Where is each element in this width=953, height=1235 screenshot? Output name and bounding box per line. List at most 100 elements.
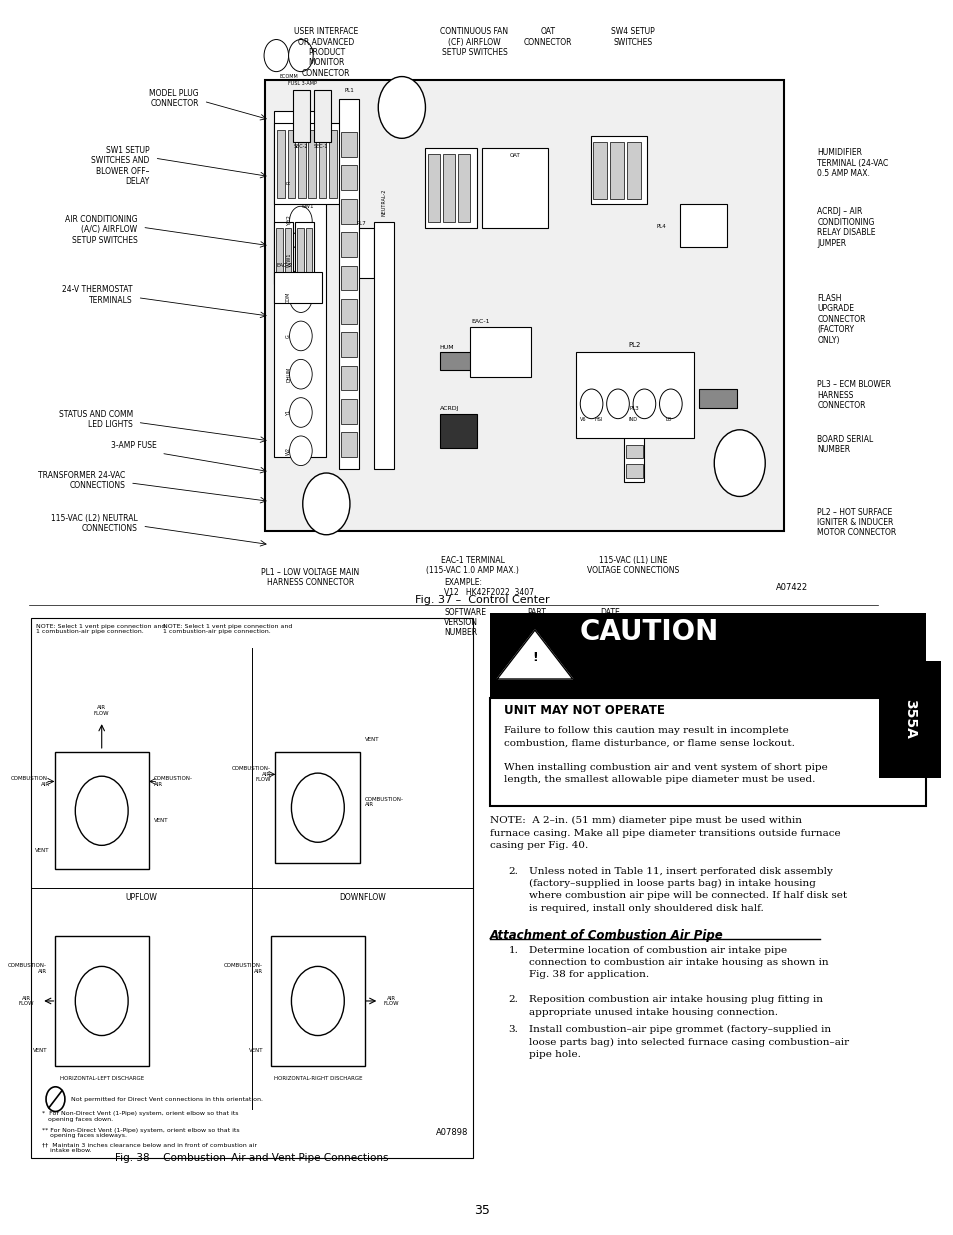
Bar xyxy=(481,148,548,228)
Bar xyxy=(590,136,646,204)
Bar xyxy=(489,698,924,806)
Circle shape xyxy=(46,1087,65,1112)
Text: VENT: VENT xyxy=(153,818,168,823)
Text: DHUM: DHUM xyxy=(286,367,291,382)
Text: LO: LO xyxy=(665,417,672,422)
Bar xyxy=(54,752,149,869)
Text: VENT: VENT xyxy=(32,1049,47,1053)
Text: A07422: A07422 xyxy=(775,583,807,592)
Text: PL2: PL2 xyxy=(628,342,640,348)
Bar xyxy=(625,425,642,438)
Bar xyxy=(318,130,326,198)
FancyBboxPatch shape xyxy=(265,80,783,531)
Circle shape xyxy=(290,130,312,159)
Text: Attachment of Combustion Air Pipe: Attachment of Combustion Air Pipe xyxy=(489,929,722,942)
Text: Reposition combustion air intake housing plug fitting in
appropriate unused inta: Reposition combustion air intake housing… xyxy=(529,995,822,1016)
Bar xyxy=(293,90,310,142)
Text: 35: 35 xyxy=(474,1204,490,1218)
Text: 355A: 355A xyxy=(902,699,916,740)
Bar xyxy=(274,272,321,303)
Text: Not permitted for Direct Vent connections in this orientation.: Not permitted for Direct Vent connection… xyxy=(71,1097,262,1102)
Text: 1.: 1. xyxy=(508,946,517,955)
Bar xyxy=(679,204,727,247)
Text: SW4 SETUP
SWITCHES: SW4 SETUP SWITCHES xyxy=(611,27,655,47)
Text: SOFTWARE
VERSION
NUMBER: SOFTWARE VERSION NUMBER xyxy=(444,608,486,637)
Text: COMBUSTION-
AIR: COMBUSTION- AIR xyxy=(224,963,263,973)
Text: PL7: PL7 xyxy=(356,221,366,226)
Text: FUSL 3-AMP: FUSL 3-AMP xyxy=(288,82,316,86)
Bar xyxy=(340,399,357,424)
Text: PL1 – LOW VOLTAGE MAIN
HARNESS CONNECTOR: PL1 – LOW VOLTAGE MAIN HARNESS CONNECTOR xyxy=(261,568,359,588)
Text: NOTE: Select 1 vent pipe connection and
1 combustion-air pipe connection.: NOTE: Select 1 vent pipe connection and … xyxy=(35,624,165,635)
Bar xyxy=(576,352,694,438)
Text: DATE
CODE: DATE CODE xyxy=(599,608,621,627)
Text: IND: IND xyxy=(628,417,637,422)
Bar xyxy=(350,228,374,278)
Bar xyxy=(288,130,294,198)
Text: ACRDJ – AIR
CONDITIONING
RELAY DISABLE
JUMPER: ACRDJ – AIR CONDITIONING RELAY DISABLE J… xyxy=(817,207,875,248)
Bar xyxy=(340,199,357,224)
Bar xyxy=(340,432,357,457)
Text: HUM: HUM xyxy=(439,345,454,350)
Circle shape xyxy=(290,436,312,466)
Text: PL4: PL4 xyxy=(656,224,665,228)
Text: V6: V6 xyxy=(579,417,586,422)
Bar xyxy=(425,148,476,228)
Bar xyxy=(329,130,336,198)
Text: !: ! xyxy=(532,651,537,663)
Text: EAC-2: EAC-2 xyxy=(276,263,293,268)
Bar xyxy=(439,414,476,448)
Text: FLASH
UPGRADE
CONNECTOR
(FACTORY
ONLY): FLASH UPGRADE CONNECTOR (FACTORY ONLY) xyxy=(817,294,864,345)
Text: EAC-1 TERMINAL
(115-VAC 1.0 AMP MAX.): EAC-1 TERMINAL (115-VAC 1.0 AMP MAX.) xyxy=(426,556,518,576)
Text: NOTE: Select 1 vent pipe connection and
1 combustion-air pipe connection.: NOTE: Select 1 vent pipe connection and … xyxy=(163,624,293,635)
Circle shape xyxy=(606,389,629,419)
Text: HUMIDIFIER
TERMINAL (24-VAC
0.5 AMP MAX.: HUMIDIFIER TERMINAL (24-VAC 0.5 AMP MAX. xyxy=(817,148,887,178)
Text: EXAMPLE:
V12   HK42F2022  3407: EXAMPLE: V12 HK42F2022 3407 xyxy=(444,578,534,598)
Text: COMBUSTION-
AIR: COMBUSTION- AIR xyxy=(10,777,50,787)
Circle shape xyxy=(633,389,655,419)
Bar xyxy=(285,228,291,278)
Bar xyxy=(274,222,293,284)
Circle shape xyxy=(290,398,312,427)
Text: ACRDJ: ACRDJ xyxy=(439,406,458,411)
Polygon shape xyxy=(497,630,572,679)
Text: W/W1: W/W1 xyxy=(286,252,291,267)
Text: NOTE:  A 2–in. (51 mm) diameter pipe must be used within
furnace casing. Make al: NOTE: A 2–in. (51 mm) diameter pipe must… xyxy=(489,816,840,850)
Text: HSI: HSI xyxy=(595,417,602,422)
Bar xyxy=(340,165,357,190)
Text: COMBUSTION-
AIR: COMBUSTION- AIR xyxy=(365,797,404,808)
Bar xyxy=(340,132,357,157)
Text: COM: COM xyxy=(286,291,291,304)
Circle shape xyxy=(290,359,312,389)
Bar xyxy=(428,154,439,222)
Text: SEC-1: SEC-1 xyxy=(314,144,328,149)
Text: Failure to follow this caution may result in incomplete
combustion, flame distur: Failure to follow this caution may resul… xyxy=(503,726,794,747)
Bar xyxy=(623,414,643,482)
Text: *  For Non-Direct Vent (1-Pipe) system, orient elbow so that its
   opening face: * For Non-Direct Vent (1-Pipe) system, o… xyxy=(42,1112,238,1123)
Text: HORIZONTAL-LEFT DISCHARGE: HORIZONTAL-LEFT DISCHARGE xyxy=(60,1076,144,1081)
Text: MODEL PLUG
CONNECTOR: MODEL PLUG CONNECTOR xyxy=(150,89,199,109)
Text: R: R xyxy=(286,182,291,184)
Text: 115-VAC (L1) LINE
VOLTAGE CONNECTIONS: 115-VAC (L1) LINE VOLTAGE CONNECTIONS xyxy=(586,556,679,576)
Circle shape xyxy=(302,473,350,535)
Circle shape xyxy=(290,206,312,236)
Bar xyxy=(274,124,340,204)
Text: Install combustion–air pipe grommet (factory–supplied in
loose parts bag) into s: Install combustion–air pipe grommet (fac… xyxy=(529,1025,848,1058)
Bar xyxy=(593,142,606,199)
Text: Y/Y2: Y/Y2 xyxy=(286,216,291,226)
Bar xyxy=(277,130,285,198)
Text: SW1 SETUP
SWITCHES AND
BLOWER OFF–
DELAY: SW1 SETUP SWITCHES AND BLOWER OFF– DELAY xyxy=(91,146,150,186)
Circle shape xyxy=(289,40,313,72)
Text: VENT: VENT xyxy=(249,1049,263,1053)
Text: COMBUSTION-
AIR: COMBUSTION- AIR xyxy=(8,963,47,973)
Text: 115-VAC (L2) NEUTRAL
CONNECTIONS: 115-VAC (L2) NEUTRAL CONNECTIONS xyxy=(51,514,137,534)
Bar xyxy=(469,327,531,377)
Text: CONTINUOUS FAN
(CF) AIRFLOW
SETUP SWITCHES: CONTINUOUS FAN (CF) AIRFLOW SETUP SWITCH… xyxy=(440,27,508,57)
Text: W2: W2 xyxy=(286,447,291,454)
Text: TRANSFORMER 24-VAC
CONNECTIONS: TRANSFORMER 24-VAC CONNECTIONS xyxy=(38,471,125,490)
Text: NEUTRAL-2: NEUTRAL-2 xyxy=(381,189,386,216)
Bar xyxy=(294,222,314,284)
Text: PL3 – ECM BLOWER
HARNESS
CONNECTOR: PL3 – ECM BLOWER HARNESS CONNECTOR xyxy=(817,380,890,410)
Bar xyxy=(625,445,642,458)
Text: VENT: VENT xyxy=(365,737,379,742)
